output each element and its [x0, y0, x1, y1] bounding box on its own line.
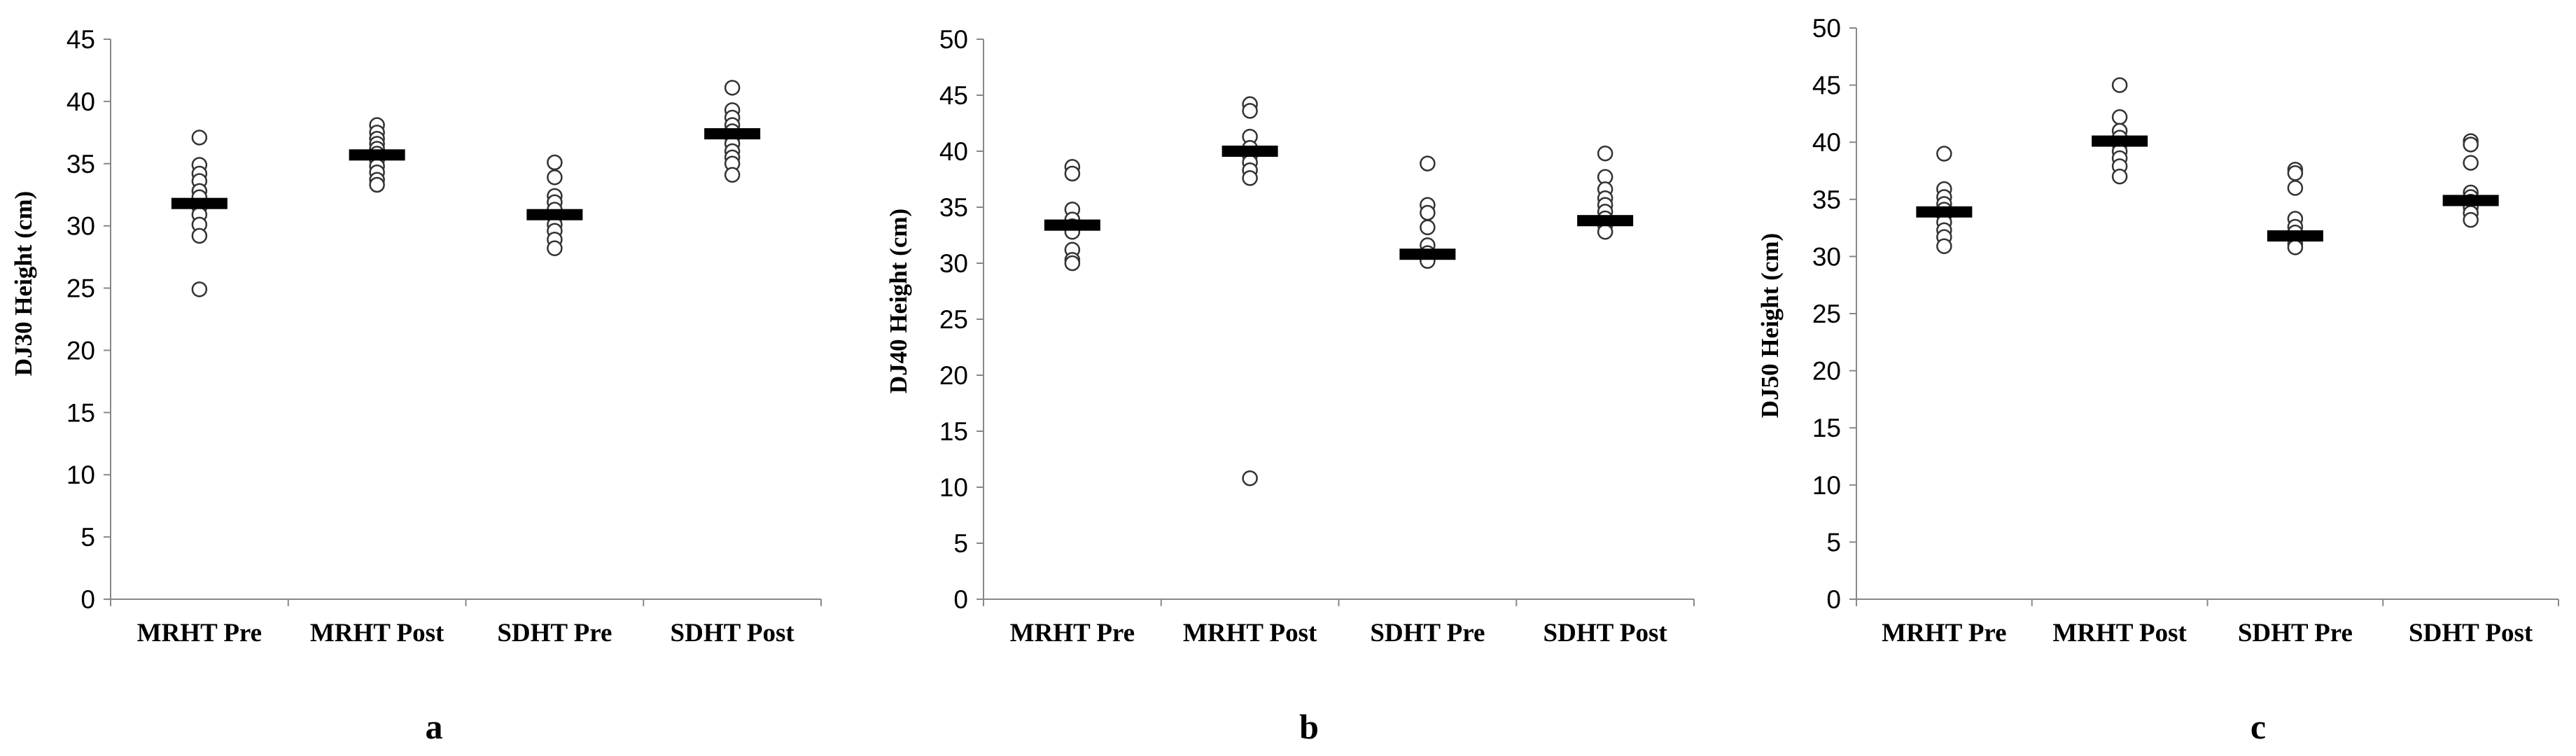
x-category-label: MRHT Pre [1010, 619, 1135, 648]
x-category-label: MRHT Pre [1882, 619, 2006, 648]
mean-bar [2267, 230, 2323, 242]
data-point [547, 169, 563, 186]
data-point [724, 167, 741, 183]
y-tick-label: 30 [1812, 242, 1841, 271]
y-tick-label: 35 [1812, 186, 1841, 214]
data-point [2287, 239, 2304, 255]
data-point [2463, 155, 2479, 171]
y-axis-title: DJ50 Height (cm) [1756, 233, 1784, 418]
x-category-label: SDHT Post [671, 619, 795, 648]
data-point [1242, 103, 1258, 119]
y-tick-label: 10 [66, 461, 95, 489]
y-tick-label: 15 [939, 417, 968, 446]
x-category-label: MRHT Post [1183, 619, 1317, 648]
y-tick-label: 50 [939, 25, 968, 54]
data-point [1420, 155, 1436, 172]
y-tick-label: 25 [66, 274, 95, 303]
y-tick-label: 0 [80, 585, 95, 614]
data-point [547, 240, 563, 256]
y-tick-label: 0 [953, 585, 968, 614]
mean-bar [1399, 248, 1456, 260]
y-tick-label: 50 [1812, 14, 1841, 43]
data-point [2287, 165, 2304, 181]
y-tick-label: 35 [66, 150, 95, 178]
data-point [1936, 238, 1952, 254]
data-point [191, 130, 208, 146]
x-category-label: MRHT Post [310, 619, 444, 648]
y-tick-label: 40 [939, 137, 968, 166]
data-point [2111, 109, 2128, 125]
data-point [1597, 145, 1614, 162]
mean-bar [349, 149, 405, 161]
y-tick-label: 5 [953, 529, 968, 558]
y-tick-label: 40 [1812, 128, 1841, 157]
data-point [547, 154, 563, 171]
mean-bar [1044, 219, 1100, 231]
y-tick-label: 25 [939, 305, 968, 334]
y-tick-label: 35 [939, 193, 968, 222]
y-tick-label: 40 [66, 88, 95, 116]
y-tick-label: 10 [1812, 471, 1841, 500]
data-point [369, 176, 385, 193]
data-point [1936, 146, 1952, 162]
x-category-label: SDHT Pre [497, 619, 612, 648]
data-point [1420, 219, 1436, 236]
mean-bar [171, 197, 227, 209]
data-point [2287, 180, 2304, 196]
data-point [191, 281, 208, 298]
x-category-label: MRHT Post [2052, 619, 2187, 648]
mean-bar [526, 209, 583, 220]
mean-bar [1916, 206, 1973, 218]
y-tick-label: 30 [939, 249, 968, 278]
mean-bar [1577, 215, 1634, 227]
mean-bar [1222, 146, 1278, 157]
data-point [2463, 211, 2479, 228]
y-tick-label: 5 [1826, 528, 1841, 556]
panel-label: b [1299, 707, 1319, 746]
data-point [2111, 168, 2128, 185]
x-category-label: SDHT Post [1544, 619, 1668, 648]
data-point [1064, 255, 1081, 272]
y-tick-label: 10 [939, 473, 968, 502]
x-category-label: SDHT Pre [1370, 619, 1485, 648]
y-axis-title: DJ30 Height (cm) [10, 191, 37, 376]
mean-bar [2092, 135, 2148, 147]
x-category-label: SDHT Post [2409, 619, 2533, 648]
y-tick-label: 5 [80, 523, 95, 552]
y-tick-label: 45 [1812, 71, 1841, 100]
data-point [1242, 170, 1258, 186]
y-tick-label: 20 [1812, 357, 1841, 386]
y-tick-label: 0 [1826, 585, 1841, 614]
y-tick-label: 20 [66, 336, 95, 365]
mean-bar [704, 128, 761, 140]
data-point [2463, 136, 2479, 153]
data-point [1064, 165, 1081, 182]
y-tick-label: 25 [1812, 300, 1841, 328]
y-tick-label: 15 [1812, 414, 1841, 442]
y-axis-title: DJ40 Height (cm) [885, 209, 912, 393]
data-point [1420, 204, 1436, 221]
panel-label: c [2250, 707, 2266, 746]
data-point [1242, 470, 1258, 486]
y-tick-label: 45 [66, 25, 95, 54]
y-tick-label: 45 [939, 81, 968, 110]
y-tick-label: 15 [66, 398, 95, 427]
mean-bar [2442, 195, 2499, 206]
x-category-label: SDHT Pre [2238, 619, 2353, 648]
data-point [2111, 77, 2128, 93]
panel-label: a [426, 707, 443, 746]
x-category-label: MRHT Pre [137, 619, 262, 648]
data-point [1597, 223, 1614, 240]
y-tick-label: 30 [66, 212, 95, 241]
y-tick-label: 20 [939, 361, 968, 390]
data-point [724, 80, 741, 96]
data-point [191, 227, 208, 244]
